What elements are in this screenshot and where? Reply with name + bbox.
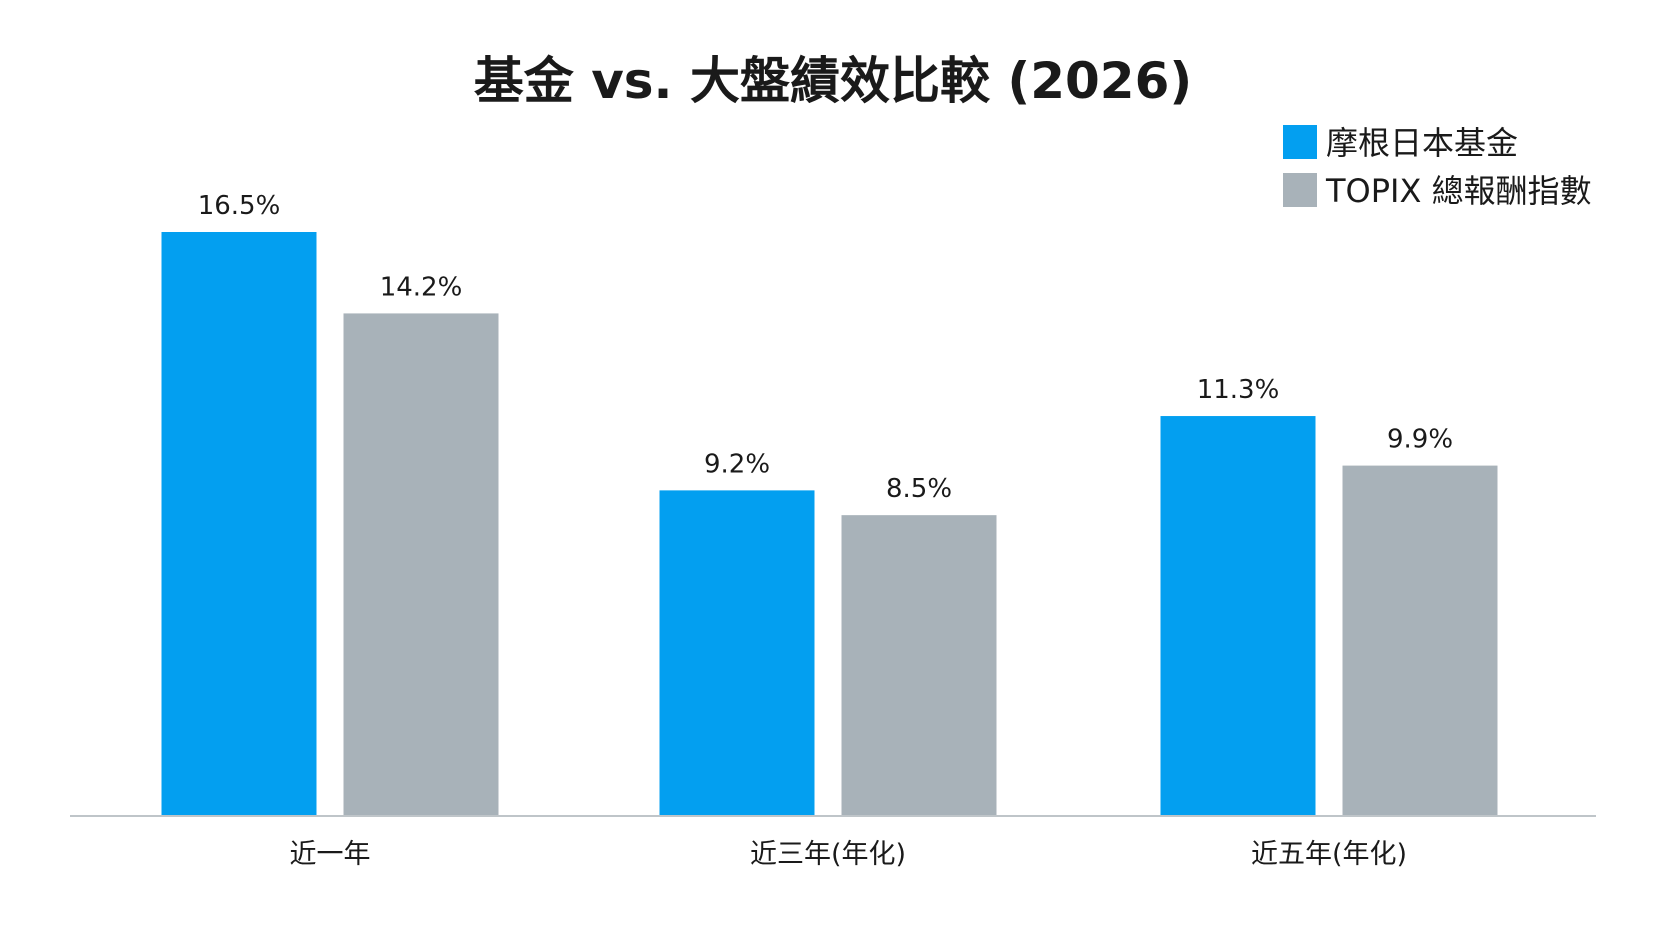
legend-label-index: TOPIX 總報酬指數 [1325,172,1592,210]
data-labels-group: 16.5% 14.2% 9.2% 8.5% 11.3% 9.9% [198,191,1453,504]
bar-index-0 [343,313,499,816]
category-labels-group: 近一年 近三年(年化) 近五年(年化) [290,839,1408,870]
legend-swatch-fund [1283,125,1317,159]
data-label-fund-2: 11.3% [1197,375,1280,405]
bar-fund-2 [1160,416,1316,816]
legend-label-fund: 摩根日本基金 [1326,124,1518,162]
bar-index-2 [1342,465,1498,816]
legend-swatch-index [1283,173,1317,207]
bar-index-1 [841,515,997,816]
bars-group [161,232,1498,816]
bar-fund-0 [161,232,317,816]
data-label-fund-0: 16.5% [198,191,281,221]
category-label-0: 近一年 [290,839,371,870]
category-label-1: 近三年(年化) [750,839,906,870]
data-label-index-1: 8.5% [886,474,952,504]
data-label-index-0: 14.2% [380,272,463,302]
chart-title: 基金 vs. 大盤績效比較 (2026) [474,52,1192,110]
data-label-index-2: 9.9% [1387,425,1453,455]
category-label-2: 近五年(年化) [1251,839,1407,870]
bar-fund-1 [659,490,815,816]
data-label-fund-1: 9.2% [704,449,770,479]
legend: 摩根日本基金 TOPIX 總報酬指數 [1283,124,1592,210]
